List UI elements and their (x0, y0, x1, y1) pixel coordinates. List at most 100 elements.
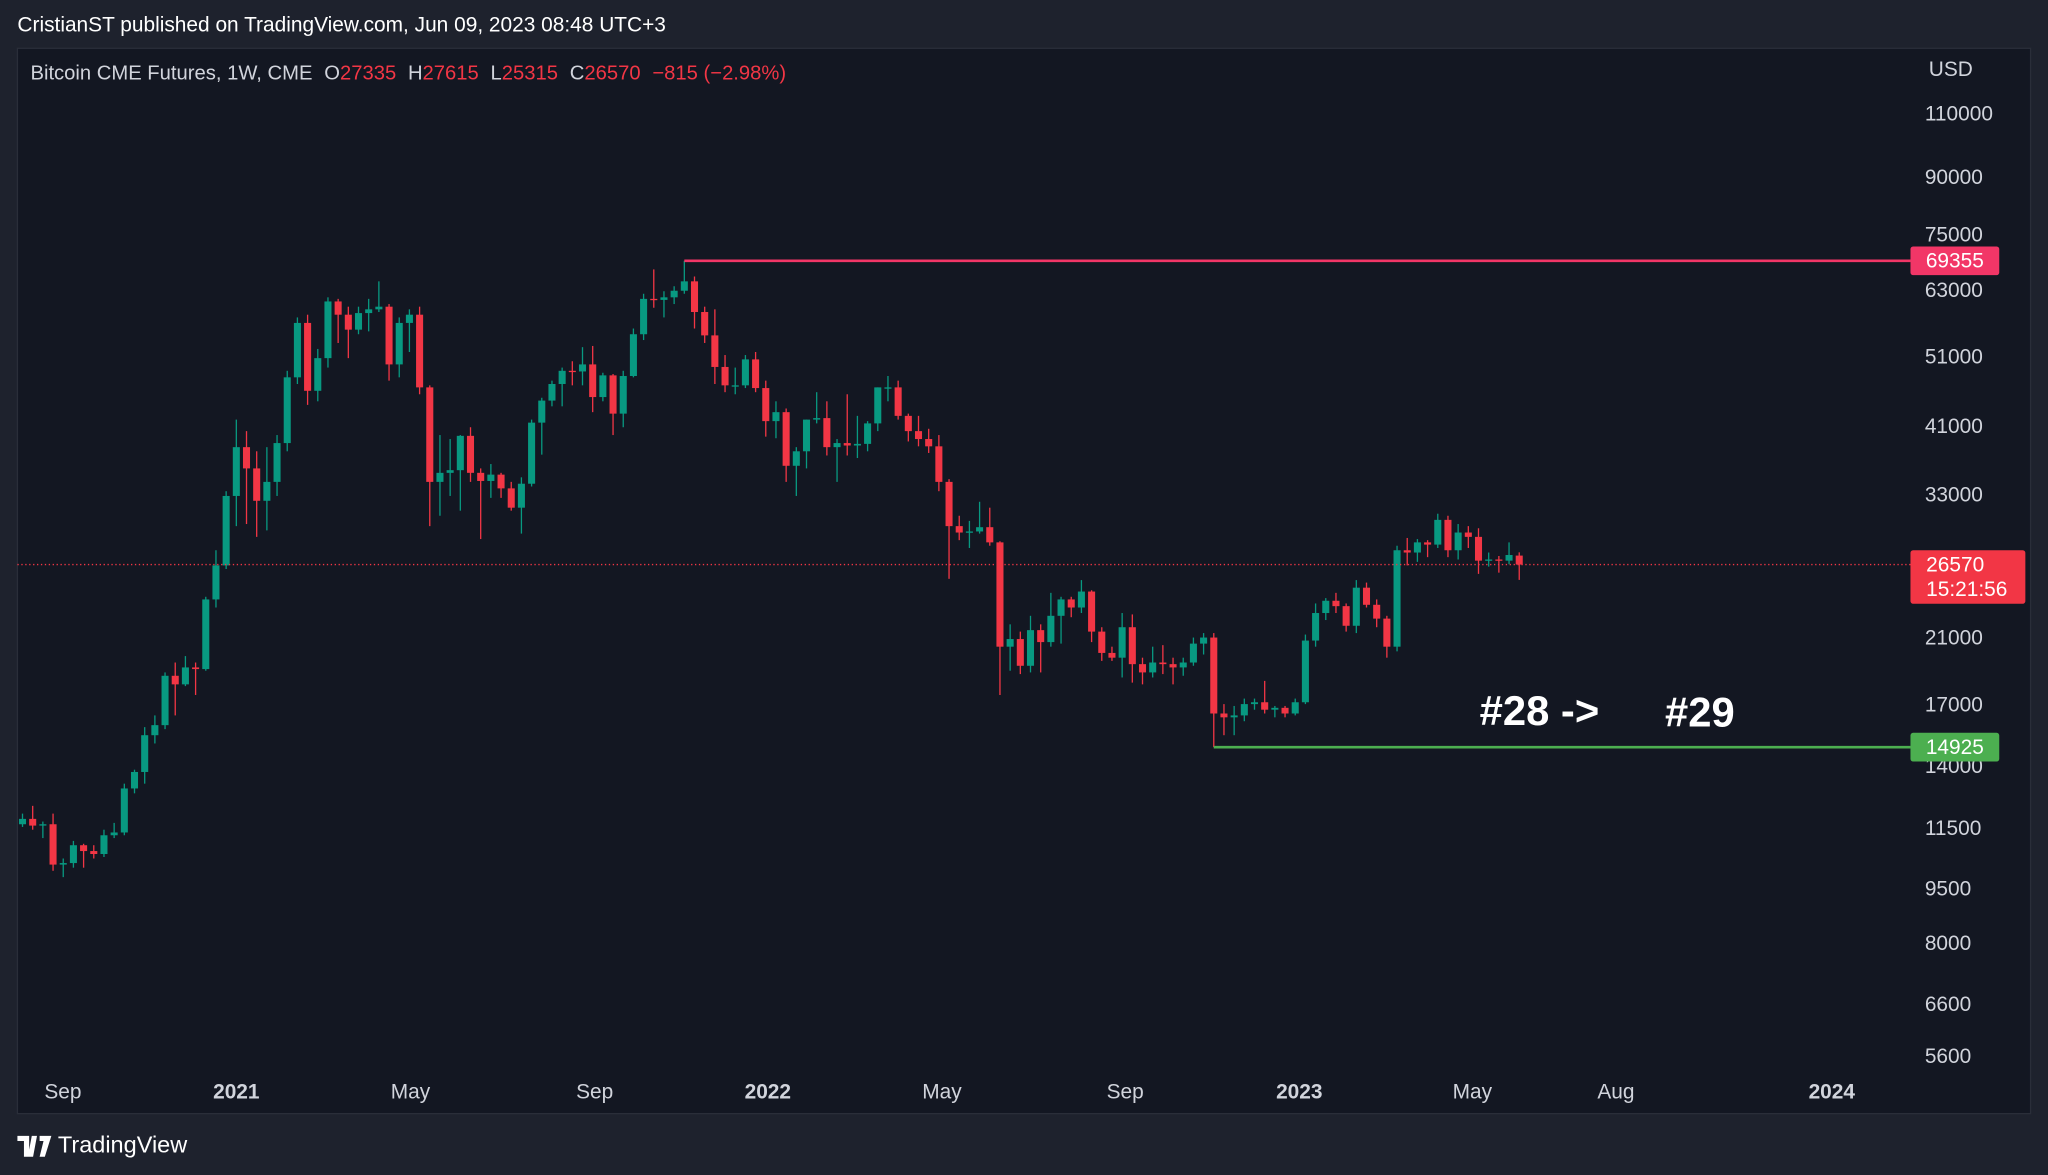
candle-body (731, 385, 739, 387)
x-tick-label: 2022 (745, 1080, 791, 1103)
candle-body (100, 835, 108, 855)
candle-body (181, 667, 189, 685)
ohlc-value: 27335 (340, 63, 396, 85)
candle-body (986, 527, 994, 543)
y-tick-label: 5600 (1925, 1045, 1971, 1068)
candle-body (1383, 618, 1391, 647)
candle-body (80, 845, 88, 852)
x-tick-label: May (922, 1080, 962, 1103)
y-tick-label: 8000 (1925, 932, 1971, 955)
candle-body (914, 431, 923, 440)
candle-body (517, 483, 525, 508)
candle-body (528, 422, 536, 484)
candle-body (1108, 652, 1116, 658)
candle-body (935, 446, 943, 482)
candle-body (416, 314, 424, 388)
candle-body (660, 297, 668, 300)
candle-body (1057, 599, 1065, 616)
y-tick-label: 9500 (1925, 878, 1971, 901)
candle-body (752, 359, 760, 389)
candle-body (701, 312, 709, 336)
candle-body (29, 818, 37, 826)
price-label: 69355 (1926, 250, 1984, 273)
logo-mark (17, 1135, 52, 1157)
candle-body (212, 565, 220, 600)
candle-body (1322, 600, 1330, 614)
y-tick-label: 6600 (1925, 993, 1971, 1016)
candle-body (222, 495, 230, 566)
y-tick-label: 11500 (1925, 817, 1982, 840)
y-tick-label: 21000 (1925, 627, 1983, 650)
candle-body (894, 387, 902, 416)
candle-body (507, 488, 515, 508)
candle-body (1444, 519, 1452, 551)
candle-body (1332, 600, 1340, 607)
candle-body (782, 412, 790, 466)
candle-body (853, 443, 861, 446)
ohlc-key: H (408, 63, 423, 85)
candle-body (945, 481, 953, 527)
candle-body (558, 370, 566, 384)
candle-body (1037, 630, 1045, 643)
candle-body (253, 468, 261, 501)
candle-body (1271, 707, 1279, 710)
candle-body (110, 832, 118, 836)
candle-body (395, 322, 403, 365)
candle-body (273, 443, 281, 482)
candle-body (1464, 532, 1472, 537)
candle-body (314, 358, 322, 391)
ohlc-value: 27615 (423, 63, 479, 85)
x-tick-label: Aug (1597, 1080, 1634, 1103)
candle-body (1495, 559, 1503, 561)
candle-body (263, 481, 271, 501)
candle-body (1016, 639, 1024, 666)
candle-body (721, 366, 729, 386)
candle-body (1169, 664, 1177, 668)
candle-body (1454, 532, 1462, 551)
price-label-box (1910, 246, 2000, 276)
candle-body (1240, 704, 1248, 716)
candle-body (1515, 555, 1523, 565)
candle-body (996, 542, 1004, 647)
candle-body (1138, 664, 1147, 673)
candle-body (1362, 587, 1371, 605)
candle-body (334, 301, 342, 315)
candle-body (813, 418, 821, 420)
candle-body (39, 824, 47, 826)
countdown: 15:21:56 (1926, 578, 2007, 601)
candle-body (1098, 631, 1106, 653)
candle-body (1159, 662, 1167, 665)
currency: USD (1929, 58, 1973, 81)
candle-body (446, 470, 454, 473)
y-tick-label: 90000 (1925, 166, 1983, 189)
candle-body (344, 314, 352, 330)
candle-body (232, 447, 240, 496)
candle-body (741, 359, 749, 386)
candle-body (833, 443, 841, 448)
candle-body (843, 443, 851, 446)
x-tick-label: 2024 (1809, 1080, 1856, 1103)
price-label-box (1910, 732, 2000, 762)
candle-body (955, 526, 963, 533)
x-tick-label: Sep (44, 1080, 81, 1103)
candle-body (772, 412, 780, 422)
candle-body (925, 439, 933, 447)
candle-body (589, 364, 597, 398)
candle-body (59, 863, 67, 865)
candle-body (1067, 599, 1075, 608)
candle-body (1301, 640, 1309, 703)
candle-body (90, 851, 98, 855)
candle-body (120, 788, 128, 833)
candle-body (1077, 591, 1085, 608)
candle-body (629, 334, 637, 377)
brand: TradingView (58, 1131, 188, 1157)
candle-body (578, 364, 587, 372)
x-tick-label: May (391, 1080, 431, 1103)
ohlc-key: L (491, 63, 502, 85)
candle-body (1342, 606, 1350, 626)
candle-body (365, 309, 373, 314)
candle-body (976, 527, 984, 532)
x-tick-label: May (1453, 1080, 1493, 1103)
candle-body (151, 725, 159, 736)
